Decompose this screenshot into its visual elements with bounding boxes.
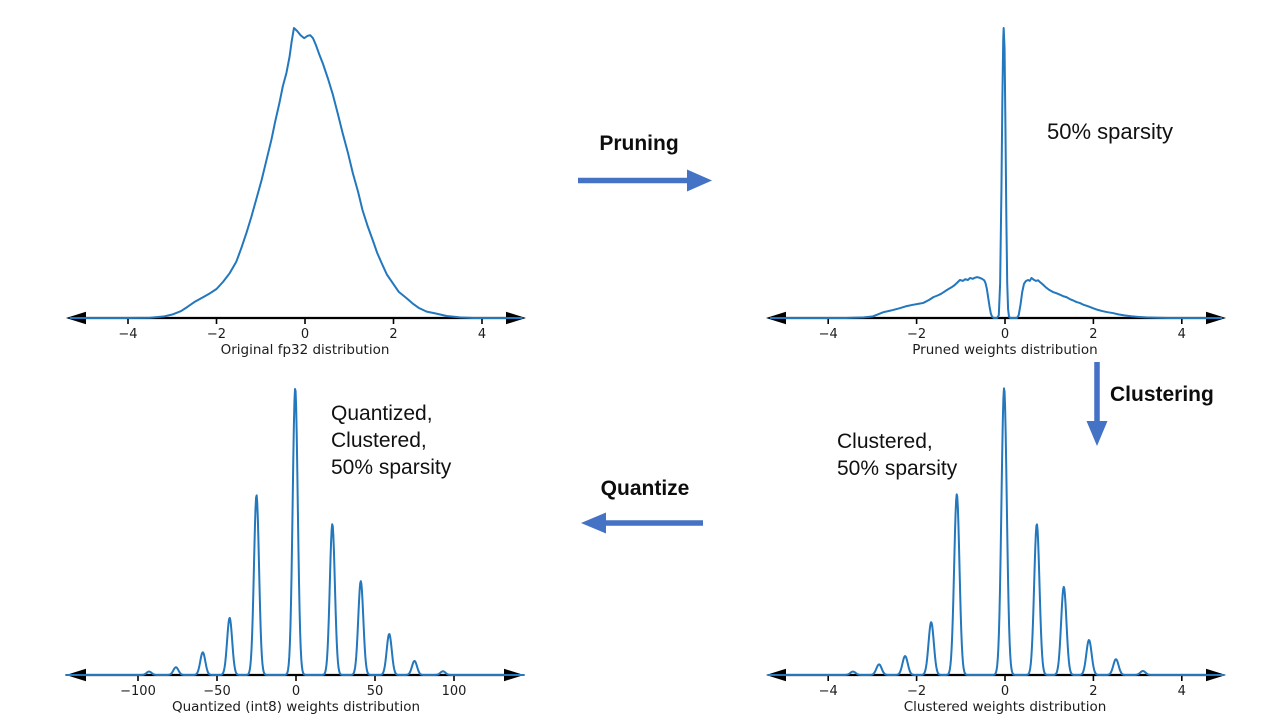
plot-quantized: −100 −50 0 50 100 Quantized (int8) weights di… [65, 387, 525, 715]
sparsity-note-top: 50% sparsity [1047, 119, 1173, 144]
pruning-arrow [578, 169, 712, 192]
tick-label: 0 [301, 327, 309, 342]
tick-label: 4 [478, 327, 486, 342]
quantize-arrow [581, 512, 703, 534]
curve-pruned [769, 27, 1223, 319]
tick-label: 50 [367, 684, 384, 699]
curve-original [69, 27, 523, 319]
tick-label: −4 [819, 327, 838, 342]
tick-label: 0 [1001, 327, 1009, 342]
curve-quantized [65, 387, 525, 676]
tick-label: 4 [1178, 327, 1186, 342]
tick-label: 2 [389, 327, 397, 342]
tick-label: −2 [207, 327, 226, 342]
xlabel-pruned: Pruned weights distribution [912, 342, 1098, 358]
tick-label: 0 [292, 684, 300, 699]
tick-label: 0 [1001, 684, 1009, 699]
plot-clustered: −4 −2 0 2 4 Clustered weights distribution [766, 387, 1226, 715]
xlabel-quantized: Quantized (int8) weights distribution [172, 699, 420, 715]
quantized-note: Quantized, Clustered, 50% sparsity [331, 400, 451, 481]
xlabel-clustered: Clustered weights distribution [904, 699, 1107, 715]
plot-pruned: −4 −2 0 2 4 Pruned weights distribution [766, 27, 1226, 358]
tick-label: 100 [442, 684, 467, 699]
tick-label: −2 [907, 327, 926, 342]
xlabel-original: Original fp32 distribution [221, 342, 390, 358]
clustered-note-line1: Clustered, [837, 430, 933, 453]
quantize-label: Quantize [600, 477, 690, 500]
tick-label: −2 [907, 684, 926, 699]
tick-label: −4 [118, 327, 137, 342]
clustered-note: Clustered, 50% sparsity [837, 428, 957, 482]
tick-label: −50 [203, 684, 230, 699]
quantized-note-line2: Clustered, [331, 429, 427, 452]
quantized-note-line3: 50% sparsity [331, 456, 452, 479]
pruning-label: Pruning [599, 132, 679, 155]
clustering-arrow [1086, 362, 1108, 446]
plot-original: −4 −2 0 2 4 Original fp32 distribution [66, 27, 526, 358]
clustered-note-line2: 50% sparsity [837, 457, 958, 480]
clustering-label: Clustering [1110, 383, 1214, 406]
tick-label: 2 [1089, 327, 1097, 342]
quantized-note-line1: Quantized, [331, 402, 433, 425]
tick-label: 2 [1089, 684, 1097, 699]
tick-label: −4 [819, 684, 838, 699]
curve-clustered [767, 387, 1225, 676]
tick-label: 4 [1178, 684, 1186, 699]
tick-label: −100 [120, 684, 156, 699]
